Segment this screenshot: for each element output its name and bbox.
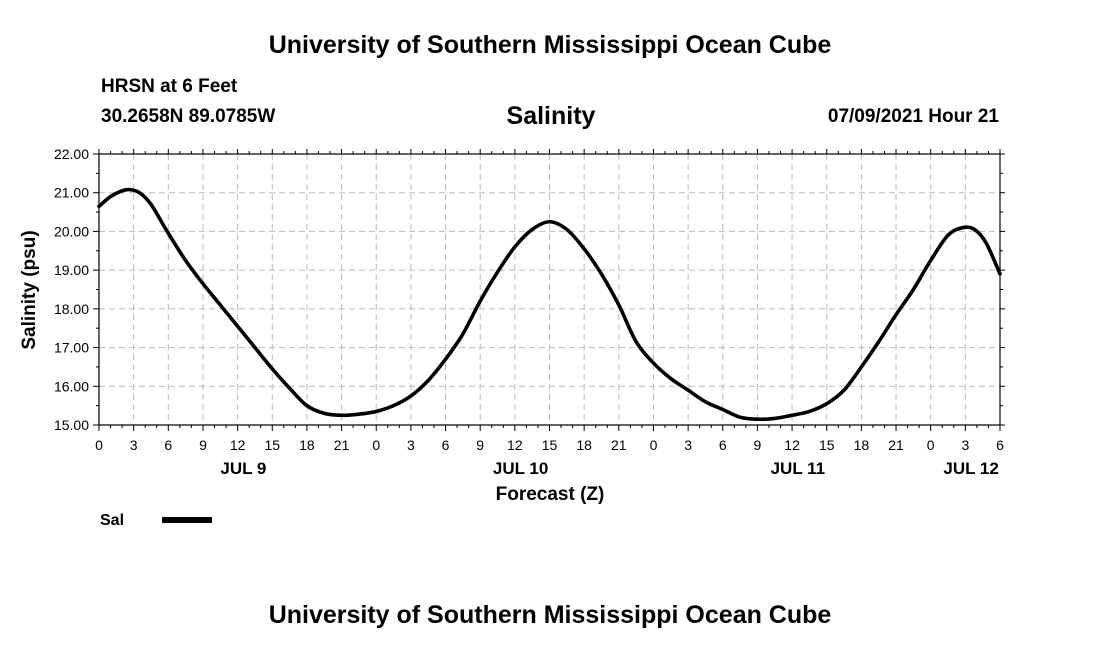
x-tick-label: 3: [961, 437, 969, 453]
station-name: HRSN at 6 Feet: [101, 76, 238, 97]
x-tick-label: 12: [784, 437, 800, 453]
grid-lines: [99, 154, 1000, 425]
page-title: University of Southern Mississippi Ocean…: [268, 31, 832, 59]
x-tick-label: 3: [130, 437, 138, 453]
x-day-label: JUL 12: [943, 459, 998, 478]
legend-label: Sal: [100, 512, 124, 529]
x-tick-label: 0: [650, 437, 658, 453]
x-tick-label: 6: [164, 437, 172, 453]
y-tick-label: 16.00: [54, 378, 89, 394]
x-tick-label: 0: [927, 437, 935, 453]
y-tick-label: 15.00: [54, 417, 89, 433]
axis-ticks: [93, 149, 1005, 431]
axis-labels: 15.00 16.00 17.00 18.00 19.00 20.00 21.00 22.00…: [54, 146, 1004, 478]
forecast-timestamp: 07/09/2021 Hour 21: [827, 106, 999, 127]
x-tick-label: 6: [719, 437, 727, 453]
x-tick-label: 9: [199, 437, 207, 453]
x-tick-label: 12: [507, 437, 523, 453]
x-tick-label: 15: [819, 437, 835, 453]
x-day-label: JUL 10: [493, 459, 548, 478]
x-tick-label: 18: [854, 437, 870, 453]
x-tick-label: 21: [334, 437, 350, 453]
x-tick-label: 18: [299, 437, 315, 453]
x-tick-label: 18: [576, 437, 592, 453]
x-day-label: JUL 11: [771, 459, 826, 478]
x-axis-title: Forecast (Z): [496, 484, 605, 505]
x-tick-label: 15: [264, 437, 280, 453]
x-tick-label: 21: [611, 437, 627, 453]
y-axis-title: Salinity (psu): [19, 230, 40, 349]
y-tick-label: 19.00: [54, 262, 89, 278]
footer-title: University of Southern Mississippi Ocean…: [268, 601, 832, 629]
x-tick-label: 9: [476, 437, 484, 453]
x-tick-label: 6: [442, 437, 450, 453]
series-line-sal: [97, 187, 1002, 422]
x-tick-label: 0: [372, 437, 380, 453]
x-tick-label: 0: [95, 437, 103, 453]
x-tick-label: 12: [230, 437, 246, 453]
x-tick-label: 21: [888, 437, 904, 453]
x-tick-label: 15: [542, 437, 558, 453]
y-tick-label: 22.00: [54, 146, 89, 162]
y-tick-label: 20.00: [54, 223, 89, 239]
station-coordinates: 30.2658N 89.0785W: [101, 106, 276, 127]
y-tick-label: 18.00: [54, 301, 89, 317]
x-tick-label: 6: [996, 437, 1004, 453]
x-day-label: JUL 9: [220, 459, 266, 478]
x-tick-label: 9: [754, 437, 762, 453]
x-tick-label: 3: [407, 437, 415, 453]
chart-title: Salinity: [507, 102, 596, 130]
y-tick-label: 17.00: [54, 340, 89, 356]
y-tick-label: 21.00: [54, 185, 89, 201]
x-tick-label: 3: [684, 437, 692, 453]
